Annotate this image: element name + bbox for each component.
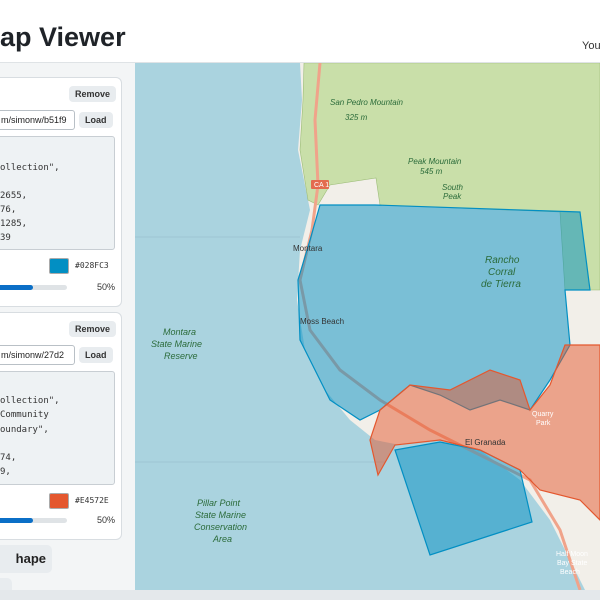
map-label: Pillar Point [197,498,241,508]
text-line: 9, [0,467,11,477]
opacity-slider[interactable] [0,518,67,523]
map-label: de Tierra [481,279,521,290]
map-label: El Granada [465,438,506,447]
map-label: 325 m [345,113,368,122]
text-line: oundary", [0,425,49,435]
map-label: CA 1 [314,182,329,189]
map-label: Bay State [557,560,587,567]
url-input[interactable]: m/simonw/b51f9 [0,110,75,130]
map-label: Quarry [532,411,554,418]
map-label: South [442,183,463,192]
app-title: ap Viewer [0,22,126,52]
color-hex: #028FC3 [75,261,109,270]
text-line: 74, [0,453,17,463]
remove-button[interactable]: Remove [69,86,117,102]
shape-card: Remove m/simonw/b51f9 Load ollection", 2… [0,77,122,307]
url-input[interactable]: m/simonw/27d2 [0,345,75,365]
map-label: Park [536,420,551,427]
map-label: Conservation [194,522,247,532]
text-line: ollection", [0,163,60,173]
user-label: You [582,40,600,52]
opacity-slider[interactable] [0,285,67,290]
text-line: 2655, [0,191,28,201]
map[interactable]: CA 1 San Pedro Mountain 325 m Peak Mount… [135,63,600,590]
geojson-textarea[interactable]: ollection", 2655, 76, 1285, 39 [0,136,115,250]
map-label: Peak [443,192,462,201]
map-label: Reserve [164,351,198,361]
map-label: Beach [560,569,580,576]
shape-polygon[interactable] [369,344,600,521]
slider-fill [0,518,33,523]
map-label: Montara [293,244,323,253]
map-label: State Marine [195,510,246,520]
text-line: 1285, [0,219,28,229]
color-hex: #E4572E [75,496,109,505]
opacity-value: 50% [97,515,116,525]
map-label: Moss Beach [300,317,344,326]
header: ap Viewer You [0,0,600,63]
map-label: Montara [163,327,196,337]
load-button[interactable]: Load [79,347,113,363]
text-line: ollection", [0,396,60,406]
map-label: Peak Mountain [408,157,462,166]
protected-area [299,63,600,291]
opacity-value: 50% [97,282,116,292]
shape-card: Remove m/simonw/27d2 Load ollection", Co… [0,312,122,540]
color-swatch[interactable] [49,493,69,509]
text-line: Community [0,410,49,420]
map-label: Half Moon [556,551,588,558]
geojson-textarea[interactable]: ollection", Community oundary", 74, 9, [0,371,115,485]
map-label: Rancho [485,255,520,266]
color-swatch[interactable] [49,258,69,274]
slider-fill [0,285,33,290]
map-label: San Pedro Mountain [330,98,403,107]
text-line: 76, [0,205,17,215]
remove-button[interactable]: Remove [69,321,117,337]
map-label: Area [212,534,232,544]
footer-strip [0,590,600,600]
text-line: 39 [0,233,11,243]
route-shield [311,180,329,189]
add-shape-button[interactable]: hape [0,545,52,573]
map-label: 545 m [420,167,443,176]
map-label: State Marine [151,339,202,349]
load-button[interactable]: Load [79,112,113,128]
map-label: Corral [488,267,516,278]
